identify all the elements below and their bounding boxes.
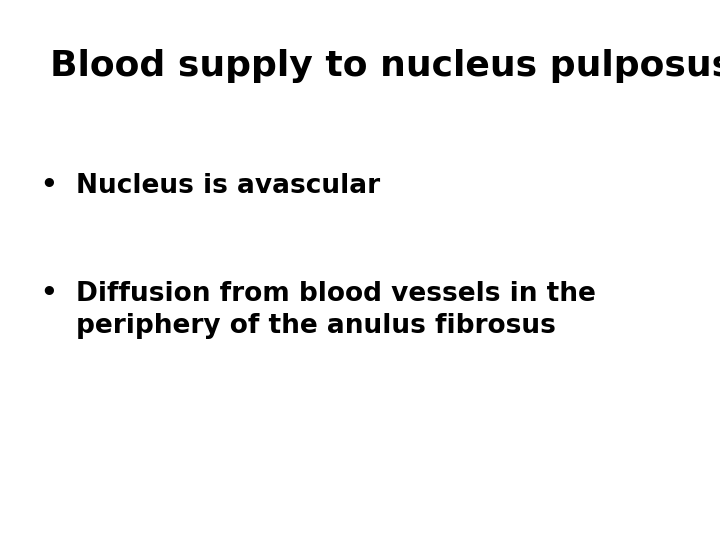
Text: Nucleus is avascular: Nucleus is avascular xyxy=(76,173,379,199)
Text: •: • xyxy=(40,281,58,307)
Text: Diffusion from blood vessels in the
periphery of the anulus fibrosus: Diffusion from blood vessels in the peri… xyxy=(76,281,595,339)
Text: Blood supply to nucleus pulposus: Blood supply to nucleus pulposus xyxy=(50,49,720,83)
Text: •: • xyxy=(40,173,58,199)
